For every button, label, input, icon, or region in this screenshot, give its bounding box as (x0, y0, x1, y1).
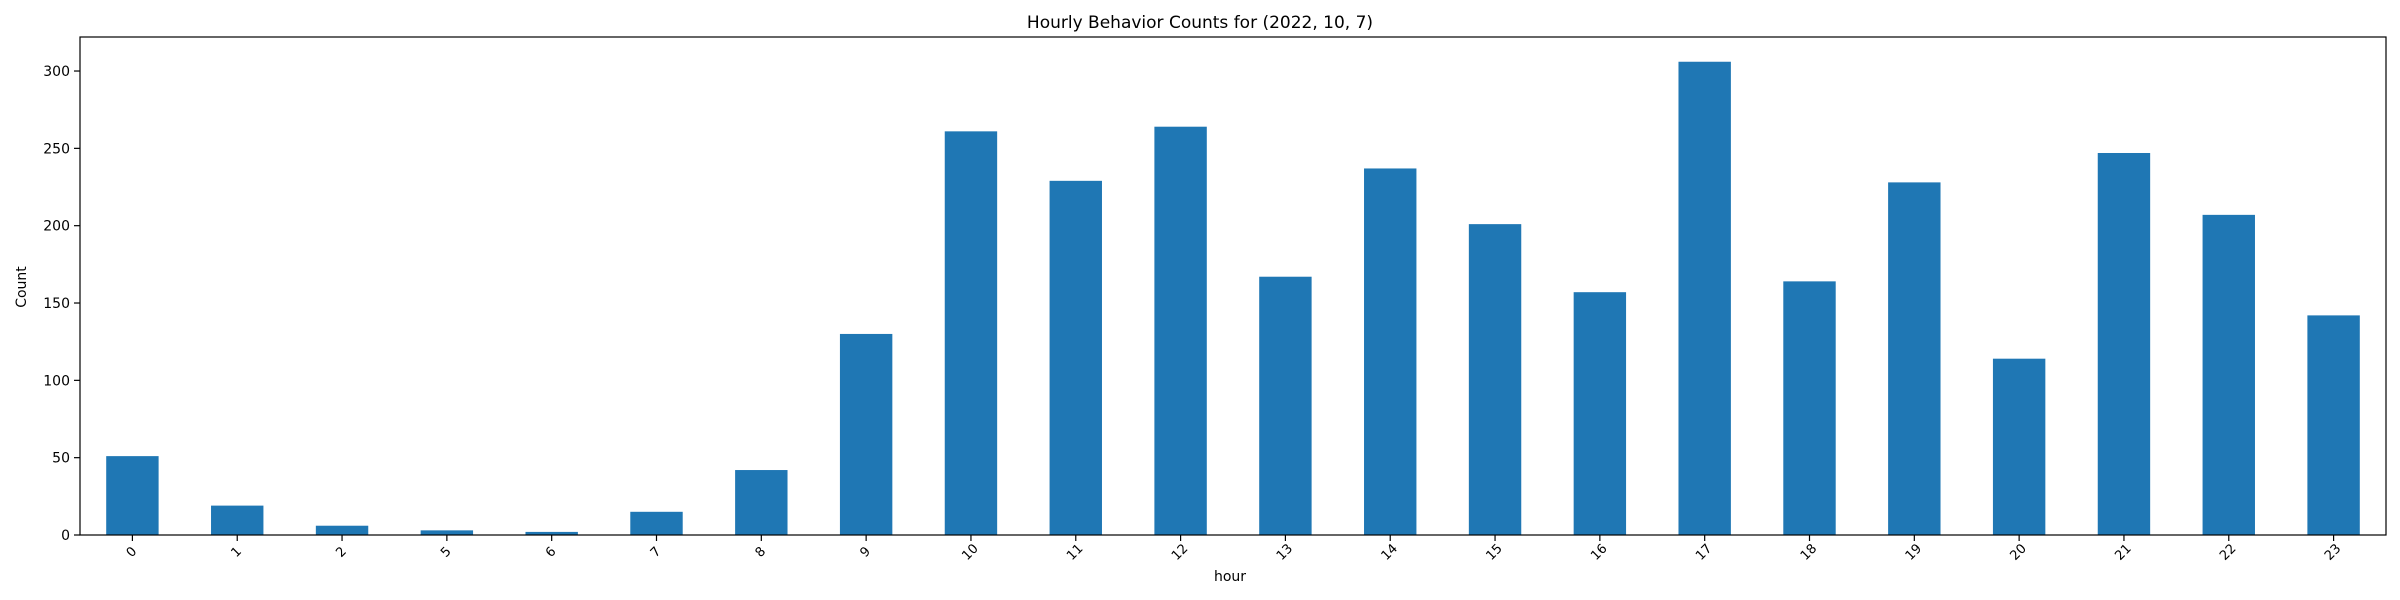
y-tick-label: 0 (61, 528, 70, 544)
bar-21 (2097, 152, 2151, 536)
x-tick-label: 23 (2322, 541, 2344, 563)
x-tick-label: 19 (1903, 541, 1925, 563)
x-tick-label: 12 (1169, 541, 1191, 563)
bar-17 (1678, 61, 1731, 536)
x-tick-label: 16 (1588, 541, 1610, 563)
x-tick-label: 20 (2008, 541, 2030, 563)
x-tick-label: 7 (648, 544, 664, 560)
x-tick-label: 9 (857, 544, 873, 560)
bar-23 (2307, 315, 2360, 535)
bar-13 (1259, 276, 1312, 535)
x-tick-label: 15 (1483, 541, 1505, 563)
bar-1 (211, 505, 264, 535)
x-tick-label: 21 (2112, 541, 2134, 563)
x-tick-label: 8 (753, 544, 769, 560)
x-tick-label: 22 (2217, 541, 2239, 563)
x-tick-label: 14 (1379, 541, 1401, 563)
y-tick-label: 300 (43, 64, 70, 80)
chart-title: Hourly Behavior Counts for (2022, 10, 7) (1027, 13, 1373, 33)
bar-7 (630, 511, 683, 535)
y-axis: 0 50 100 150 200 250 300 (43, 64, 80, 544)
bar-9 (839, 333, 893, 535)
bar-16 (1573, 292, 1627, 535)
x-tick-label: 11 (1064, 541, 1086, 563)
bar-19 (1888, 182, 1941, 535)
x-axis-label: hour (1214, 569, 1246, 585)
bars-group (106, 61, 2360, 536)
x-tick-label: 0 (124, 544, 140, 560)
x-axis: 0 1 2 5 6 7 8 9 10 11 12 13 14 15 16 17 18 19 20 21 22 23 (124, 535, 2344, 564)
y-tick-label: 50 (52, 451, 70, 467)
x-tick-label: 18 (1798, 541, 1820, 563)
x-tick-label: 2 (333, 544, 349, 560)
y-tick-label: 200 (43, 219, 70, 235)
x-tick-label: 5 (438, 544, 454, 560)
bar-10 (944, 131, 998, 535)
y-axis-label: Count (14, 266, 30, 308)
bar-2 (315, 525, 369, 535)
bar-5 (420, 530, 474, 535)
x-tick-label: 17 (1693, 541, 1715, 563)
plot-frame (79, 36, 2387, 536)
x-tick-label: 13 (1274, 541, 1296, 563)
bar-6 (525, 531, 578, 535)
bar-11 (1049, 180, 1102, 536)
bar-18 (1783, 281, 1836, 535)
bar-8 (735, 470, 788, 535)
bar-15 (1468, 224, 1522, 535)
bar-12 (1154, 126, 1207, 535)
y-tick-label: 100 (43, 373, 70, 389)
x-tick-label: 10 (959, 541, 981, 563)
bar-22 (2202, 214, 2255, 535)
y-tick-label: 150 (43, 296, 70, 312)
x-tick-label: 1 (229, 544, 245, 560)
y-tick-label: 250 (43, 141, 70, 157)
bar-20 (1992, 358, 2046, 535)
x-tick-label: 6 (543, 544, 559, 560)
bar-14 (1364, 168, 1417, 535)
bar-0 (106, 456, 159, 535)
